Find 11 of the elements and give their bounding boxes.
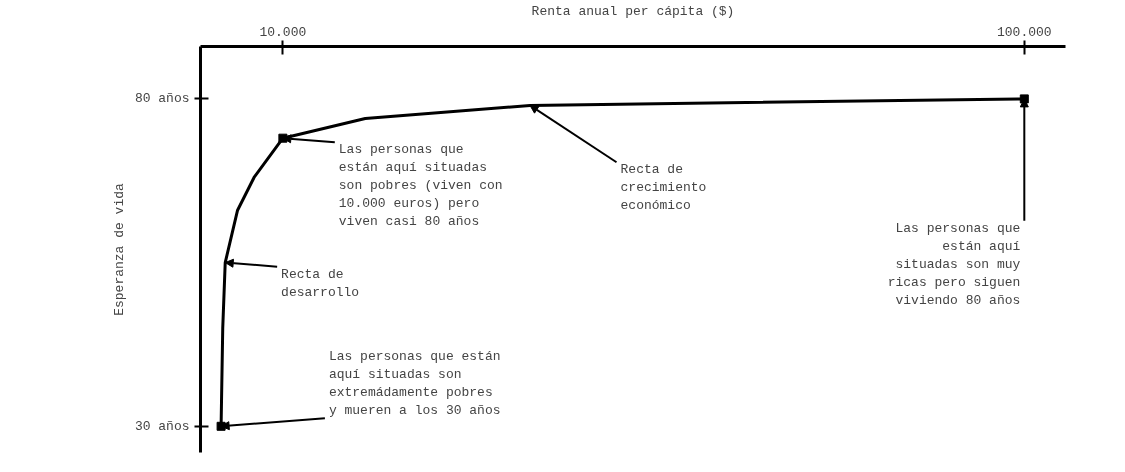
x-tick-label: 100.000	[997, 24, 1052, 40]
x-tick-label: 10.000	[259, 24, 307, 40]
annotation: Las personas que están aquí situadas son extremádamente pobres y mueren a los 30 años	[328, 349, 501, 419]
y-axis-title: Esperanza de vida	[111, 182, 127, 316]
annotation: Las personas que están aquí situadas son muy ricas pero siguen viviendo 80 años	[887, 220, 1021, 308]
y-tick-label: 30 años	[134, 418, 190, 434]
annotation: Recta de crecimiento económico	[620, 162, 707, 214]
x-axis-title: Renta anual per cápita ($)	[531, 3, 735, 19]
annotation: Recta de desarrollo	[281, 266, 360, 300]
y-tick-label: 80 años	[134, 91, 190, 107]
annotation: Las personas que están aquí situadas son pobres (viven con 10.000 euros) pero viven casi 80 años	[338, 142, 503, 230]
